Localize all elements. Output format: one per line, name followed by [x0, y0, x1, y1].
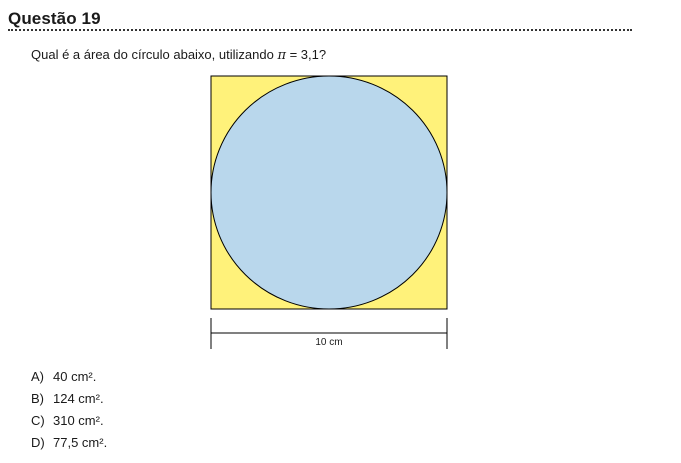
option-d[interactable]: D) 77,5 cm². [31, 432, 107, 454]
option-d-text: 77,5 cm². [53, 435, 108, 450]
dimension-label-background [303, 334, 355, 348]
option-c-letter: C) [31, 413, 45, 428]
option-c-text: 310 cm². [53, 413, 104, 428]
option-c[interactable]: C) 310 cm². [31, 410, 107, 432]
option-d-letter: D) [31, 435, 45, 450]
option-a-text: 40 cm². [53, 369, 97, 384]
question-prompt: Qual é a área do círculo abaixo, utiliza… [31, 47, 326, 63]
circle-in-square-figure: 10 cm [205, 70, 453, 355]
figure-svg: 10 cm [210, 75, 448, 349]
question-title: Questão 19 [8, 9, 101, 28]
prompt-text-end: = 3,1? [285, 47, 327, 62]
pi-symbol: π [277, 48, 286, 63]
answer-options: A) 40 cm². B) 124 cm². C) 310 cm². D) 77,5 c… [31, 366, 107, 454]
prompt-text-start: Qual é a área do círculo abaixo, utiliza… [31, 47, 278, 62]
option-a-letter: A) [31, 369, 44, 384]
blue-circle [210, 75, 448, 310]
dimension-label: 10 cm [315, 337, 342, 348]
option-b-letter: B) [31, 391, 44, 406]
option-a[interactable]: A) 40 cm². [31, 366, 107, 388]
option-b[interactable]: B) 124 cm². [31, 388, 107, 410]
dimension-marker [210, 318, 448, 349]
option-b-text: 124 cm². [53, 391, 104, 406]
title-divider [8, 29, 632, 31]
